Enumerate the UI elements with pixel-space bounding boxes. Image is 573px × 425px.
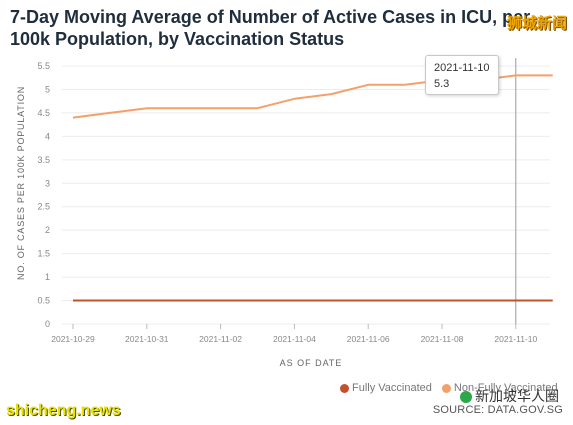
- legend-dot-fully-vaccinated: [340, 383, 349, 393]
- tooltip-date: 2021-11-10: [434, 62, 490, 74]
- tooltip-value: 5.3: [434, 78, 450, 90]
- watermark-left: shicheng.news: [6, 402, 121, 419]
- chart-tooltip: 2021-11-10 5.3: [425, 55, 499, 95]
- x-tick-label: 2021-11-08: [421, 334, 464, 344]
- y-tick-label: 3: [45, 178, 50, 188]
- y-tick-label: 1: [45, 272, 50, 282]
- y-tick-label: 5: [45, 84, 50, 94]
- watermark-right: 新加坡华人圈: [460, 386, 559, 406]
- x-tick-label: 2021-10-31: [125, 334, 169, 344]
- watermark-top: 狮城新闻: [506, 14, 567, 32]
- y-tick-label: 4.5: [37, 108, 50, 118]
- y-axis-ticks: 0 0.5 1 1.5 2 2.5 3 3.5 4 4.5 5 5.5: [37, 61, 50, 329]
- y-tick-label: 1.5: [37, 249, 50, 259]
- y-tick-label: 2.5: [37, 202, 50, 212]
- y-tick-label: 0.5: [37, 296, 50, 306]
- legend-item-fully-vaccinated[interactable]: Fully Vaccinated: [340, 382, 432, 394]
- y-tick-label: 3.5: [37, 155, 50, 165]
- wechat-icon: [460, 391, 472, 403]
- legend-dot-non-fully-vaccinated: [441, 383, 451, 393]
- y-tick-label: 4: [45, 131, 50, 141]
- x-tick-label: 2021-11-02: [199, 334, 242, 344]
- y-tick-label: 2: [45, 225, 50, 235]
- y-tick-label: 5.5: [37, 61, 50, 71]
- x-axis-label: AS OF DATE: [280, 358, 343, 368]
- x-tick-label: 2021-11-04: [273, 334, 316, 344]
- y-tick-label: 0: [45, 319, 50, 329]
- y-axis-label: NO. OF CASES PER 100K POPULATION: [16, 86, 26, 280]
- legend-item-non-fully-vaccinated[interactable]: Non-Fully Vaccinated: [441, 382, 558, 394]
- watermark-right-text: 新加坡华人圈: [475, 389, 559, 405]
- legend-label-non-fully-vaccinated: Non-Fully Vaccinated: [453, 382, 558, 394]
- x-tick-label: 2021-10-29: [51, 334, 95, 344]
- x-tick-label: 2021-11-10: [494, 334, 537, 344]
- chart-grid: [62, 65, 550, 325]
- legend-label-fully-vaccinated: Fully Vaccinated: [352, 382, 432, 394]
- x-tick-label: 2021-11-06: [347, 334, 390, 344]
- source-note: SOURCE: DATA.GOV.SG: [432, 404, 563, 416]
- chart-series: [72, 74, 553, 302]
- chart-legend: Fully Vaccinated Non-Fully Vaccinated: [340, 382, 558, 394]
- chart-title: 7-Day Moving Average of Number of Active…: [10, 7, 531, 49]
- x-axis-ticks: 2021-10-29 2021-10-31 2021-11-02 2021-11-04…: [51, 324, 537, 344]
